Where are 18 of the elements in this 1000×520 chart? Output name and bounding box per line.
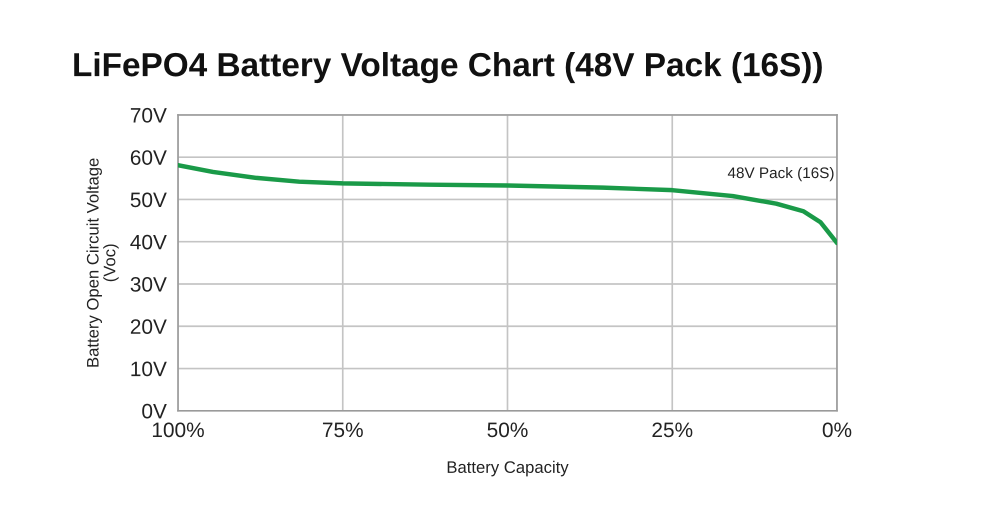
y-tick-label: 30V: [130, 276, 167, 292]
x-tick-label: 75%: [322, 422, 363, 438]
x-tick-label: 50%: [487, 422, 528, 438]
x-tick-label: 25%: [652, 422, 692, 438]
y-tick-label: 60V: [130, 150, 167, 165]
chart-title: LiFePO4 Battery Voltage Chart (48V Pack (16S)): [74, 52, 822, 84]
y-axis-title: Battery Open Circuit Voltage (Voc): [86, 158, 119, 367]
x-tick-label: 100%: [152, 422, 204, 438]
y-tick-label: 20V: [130, 319, 167, 334]
y-tick-label: 40V: [130, 234, 167, 250]
line-series: [178, 162, 837, 246]
y-tick-label: 70V: [130, 108, 167, 123]
y-tick-label: 50V: [130, 192, 167, 208]
y-tick-label: 10V: [131, 362, 167, 376]
x-tick-label: 0%: [822, 422, 852, 438]
x-axis-title: Battery Capacity: [448, 460, 569, 476]
series-label: 48V Pack (16S): [728, 166, 834, 182]
y-tick-label: 0V: [142, 404, 167, 419]
